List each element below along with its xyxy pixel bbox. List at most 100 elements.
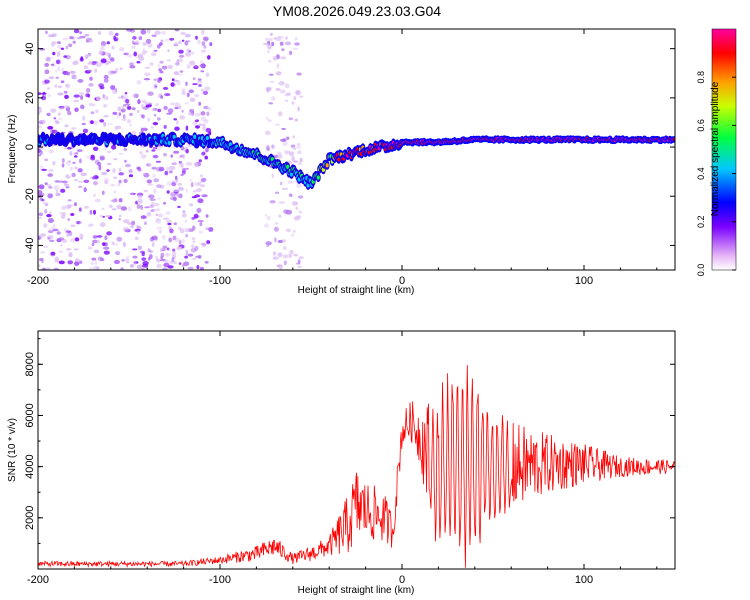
spectrogram-noise-point: [186, 48, 191, 53]
spectrogram-noise-point: [46, 87, 51, 90]
spectrogram-noise-point: [268, 59, 272, 63]
spectrogram-noise-point: [132, 93, 137, 98]
spectrogram-noise-point: [178, 105, 182, 110]
spectrogram-noise-point: [92, 235, 98, 239]
spectrogram-noise-point: [282, 141, 288, 147]
spectrogram-noise-point: [93, 193, 96, 198]
spectrogram-noise-point: [93, 249, 100, 254]
spectrogram-noise-point: [80, 172, 87, 177]
spectrogram-noise-point: [146, 29, 151, 34]
spectrogram-noise-point: [174, 102, 180, 108]
spectrogram-noise-point: [112, 243, 119, 246]
spectrogram-ridge-point: [286, 164, 290, 170]
spectrogram-noise-point: [113, 37, 119, 42]
spectrogram-noise-point: [92, 239, 98, 244]
spectrogram-noise-point: [163, 105, 168, 110]
spectrogram-noise-point: [67, 199, 72, 202]
spectrogram-noise-point: [80, 95, 84, 100]
spectrogram-noise-point: [66, 234, 70, 237]
spectrogram-noise-point: [268, 102, 274, 105]
spectrogram-noise-point: [127, 119, 131, 124]
spectrogram-noise-point: [181, 109, 184, 113]
spectrogram-noise-point: [58, 260, 65, 265]
spectrogram-noise-point: [166, 247, 170, 251]
spectrogram-noise-point: [146, 163, 149, 166]
snr-ytick-label: 4000: [24, 454, 36, 478]
spectrogram-noise-point: [107, 57, 114, 61]
spectrogram-noise-point: [198, 159, 202, 163]
spectrogram-noise-point: [112, 168, 116, 174]
spectrogram-noise-point: [55, 59, 62, 65]
spectrogram-noise-point: [155, 160, 161, 163]
spectrogram-noise-point: [68, 43, 73, 48]
spectrogram-noise-point: [61, 205, 66, 211]
spectrogram-noise-point: [279, 89, 286, 94]
spectrogram-noise-point: [185, 33, 191, 38]
spectrogram-noise-point: [85, 155, 92, 159]
spectrogram-noise-point: [178, 262, 182, 265]
spectrogram-noise-point: [275, 87, 281, 92]
spectrogram-xtick-label: 0: [399, 275, 405, 287]
spectrogram-noise-point: [139, 56, 144, 60]
spectrogram-noise-point: [202, 125, 206, 130]
spectrogram-noise-point: [191, 237, 196, 240]
spectrogram-noise-point: [65, 160, 72, 166]
spectrogram-noise-point: [152, 174, 157, 178]
spectrogram-noise-point: [168, 237, 173, 243]
spectrogram-noise-point: [162, 245, 168, 249]
spectrogram-noise-point: [86, 54, 91, 58]
spectrogram-noise-point: [185, 125, 189, 131]
spectrogram-noise-point: [194, 94, 200, 98]
spectrogram-noise-point: [190, 51, 195, 55]
spectrogram-noise-point: [295, 90, 301, 96]
spectrogram-noise-point: [166, 59, 172, 62]
spectrogram-noise-point: [167, 64, 173, 70]
spectrogram-noise-point: [58, 107, 65, 110]
spectrogram-noise-point: [163, 152, 167, 157]
spectrogram-noise-point: [136, 80, 142, 85]
spectrogram-noise-point: [193, 213, 199, 219]
spectrogram-noise-point: [173, 150, 180, 154]
spectrogram-noise-point: [60, 244, 63, 247]
spectrogram-noise-point: [149, 204, 154, 208]
spectrogram-noise-point: [194, 64, 198, 68]
spectrogram-noise-point: [103, 177, 110, 182]
spectrogram-noise-point: [200, 89, 204, 92]
spectrogram-noise-point: [153, 78, 157, 81]
spectrogram-noise-point: [99, 214, 103, 217]
spectrogram-noise-point: [266, 215, 271, 221]
spectrogram-noise-point: [103, 250, 110, 255]
spectrogram-noise-point: [170, 82, 175, 87]
spectrogram-noise-point: [195, 113, 201, 117]
spectrogram-noise-point: [134, 40, 140, 46]
spectrogram-ridge-point: [316, 175, 320, 180]
snr-ytick-label: 8000: [24, 352, 36, 376]
spectrogram-noise-point: [98, 165, 102, 171]
spectrogram-noise-point: [118, 172, 124, 176]
spectrogram-noise-point: [39, 165, 44, 171]
spectrogram-noise-point: [271, 173, 274, 178]
spectrogram-noise-point: [201, 49, 206, 53]
spectrogram-noise-point: [72, 40, 76, 44]
spectrogram-noise-point: [79, 57, 84, 62]
spectrogram-noise-point: [79, 35, 86, 39]
spectrogram-noise-point: [70, 213, 75, 216]
spectrogram-noise-point: [141, 267, 145, 270]
spectrogram-noise-point: [43, 223, 48, 228]
spectrogram-noise-point: [166, 220, 172, 223]
snr-xtick-label: -100: [209, 574, 231, 586]
spectrogram-noise-point: [38, 154, 41, 157]
spectrogram-noise-point: [185, 52, 191, 57]
spectrogram-noise-point: [184, 228, 190, 233]
spectrogram-noise-point: [296, 72, 302, 76]
spectrogram-noise-point: [182, 154, 185, 160]
spectrogram-noise-point: [167, 222, 172, 226]
spectrogram-noise-point: [185, 149, 189, 154]
spectrogram-noise-point: [204, 261, 209, 264]
spectrogram-noise-point: [141, 251, 145, 257]
spectrogram-noise-point: [45, 57, 51, 62]
spectrogram-noise-point: [267, 44, 272, 50]
spectrogram-noise-point: [297, 265, 302, 269]
spectrogram-noise-point: [154, 85, 158, 88]
spectrogram-noise-point: [84, 33, 90, 37]
